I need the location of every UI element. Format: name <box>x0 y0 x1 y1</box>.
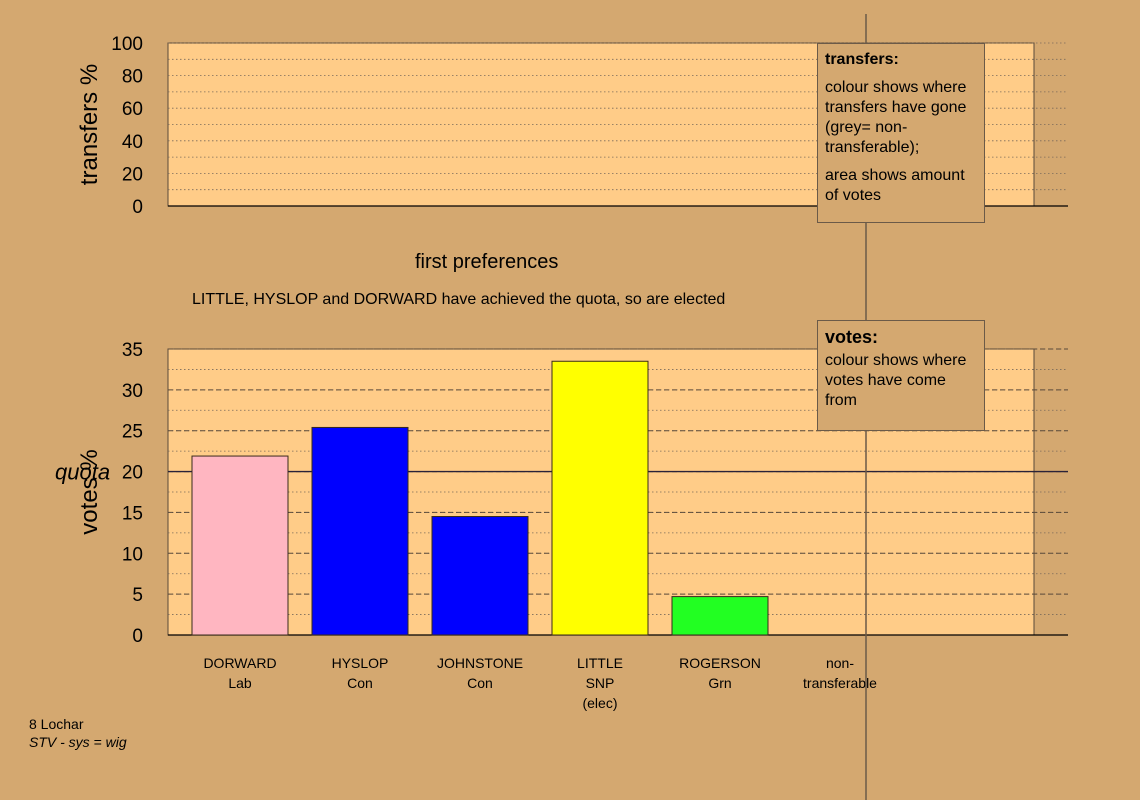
transfers-legend: transfers: colour shows where transfers … <box>817 43 985 223</box>
y-axis-label: transfers % <box>76 64 103 185</box>
category-label: SNP <box>586 675 615 691</box>
y-tick-label: 0 <box>132 197 143 218</box>
y-tick-label: 10 <box>122 544 143 565</box>
category-label: HYSLOP <box>332 655 389 671</box>
y-tick-label: 35 <box>122 340 143 361</box>
votes-legend: votes: colour shows where votes have com… <box>817 320 985 431</box>
system-label: STV - sys = wig <box>29 734 127 750</box>
transfers-legend-heading: transfers: <box>825 51 899 68</box>
bar-little <box>551 360 649 636</box>
quota-label: quota <box>55 460 110 485</box>
status-note: LITTLE, HYSLOP and DORWARD have achieved… <box>192 291 726 308</box>
y-tick-label: 100 <box>111 34 143 55</box>
category-label: transferable <box>803 675 877 691</box>
bar-hyslop <box>311 426 409 636</box>
y-tick-label: 80 <box>122 67 143 88</box>
constituency-label: 8 Lochar <box>29 716 84 732</box>
footer: 8 Lochar STV - sys = wig <box>29 715 127 751</box>
y-tick-label: 40 <box>122 132 143 153</box>
category-label: ROGERSON <box>679 655 761 671</box>
bar-rogerson <box>671 596 769 636</box>
category-label: (elec) <box>582 695 617 711</box>
y-tick-label: 60 <box>122 99 143 120</box>
y-tick-label: 20 <box>122 463 143 484</box>
y-tick-label: 20 <box>122 164 143 185</box>
category-label: Grn <box>708 675 731 691</box>
category-label: Con <box>347 675 373 691</box>
category-label: Lab <box>228 675 252 691</box>
votes-legend-heading: votes: <box>825 327 879 347</box>
chart-subtitle: first preferences <box>415 251 559 273</box>
y-axis-label: votes % <box>76 449 103 534</box>
y-tick-label: 25 <box>122 422 143 443</box>
votes-legend-line1: colour shows where votes have come from <box>825 352 967 409</box>
transfers-legend-line1: colour shows where transfers have gone (… <box>825 79 967 156</box>
votes-panel: 0 5 10 15 20 25 30 35 votes %quota DORWARD Lab HYSL… <box>55 340 1068 711</box>
category-label: Con <box>467 675 493 691</box>
bar-johnstone <box>431 516 529 636</box>
bar-dorward <box>191 455 289 636</box>
category-label: LITTLE <box>577 655 623 671</box>
y-tick-label: 15 <box>122 503 143 524</box>
category-label: JOHNSTONE <box>437 655 523 671</box>
y-tick-label: 0 <box>132 626 143 647</box>
transfers-legend-line2: area shows amount of votes <box>825 167 965 204</box>
y-tick-label: 30 <box>122 381 143 402</box>
category-label: DORWARD <box>203 655 276 671</box>
category-label: non- <box>826 655 854 671</box>
y-tick-label: 5 <box>132 585 143 606</box>
